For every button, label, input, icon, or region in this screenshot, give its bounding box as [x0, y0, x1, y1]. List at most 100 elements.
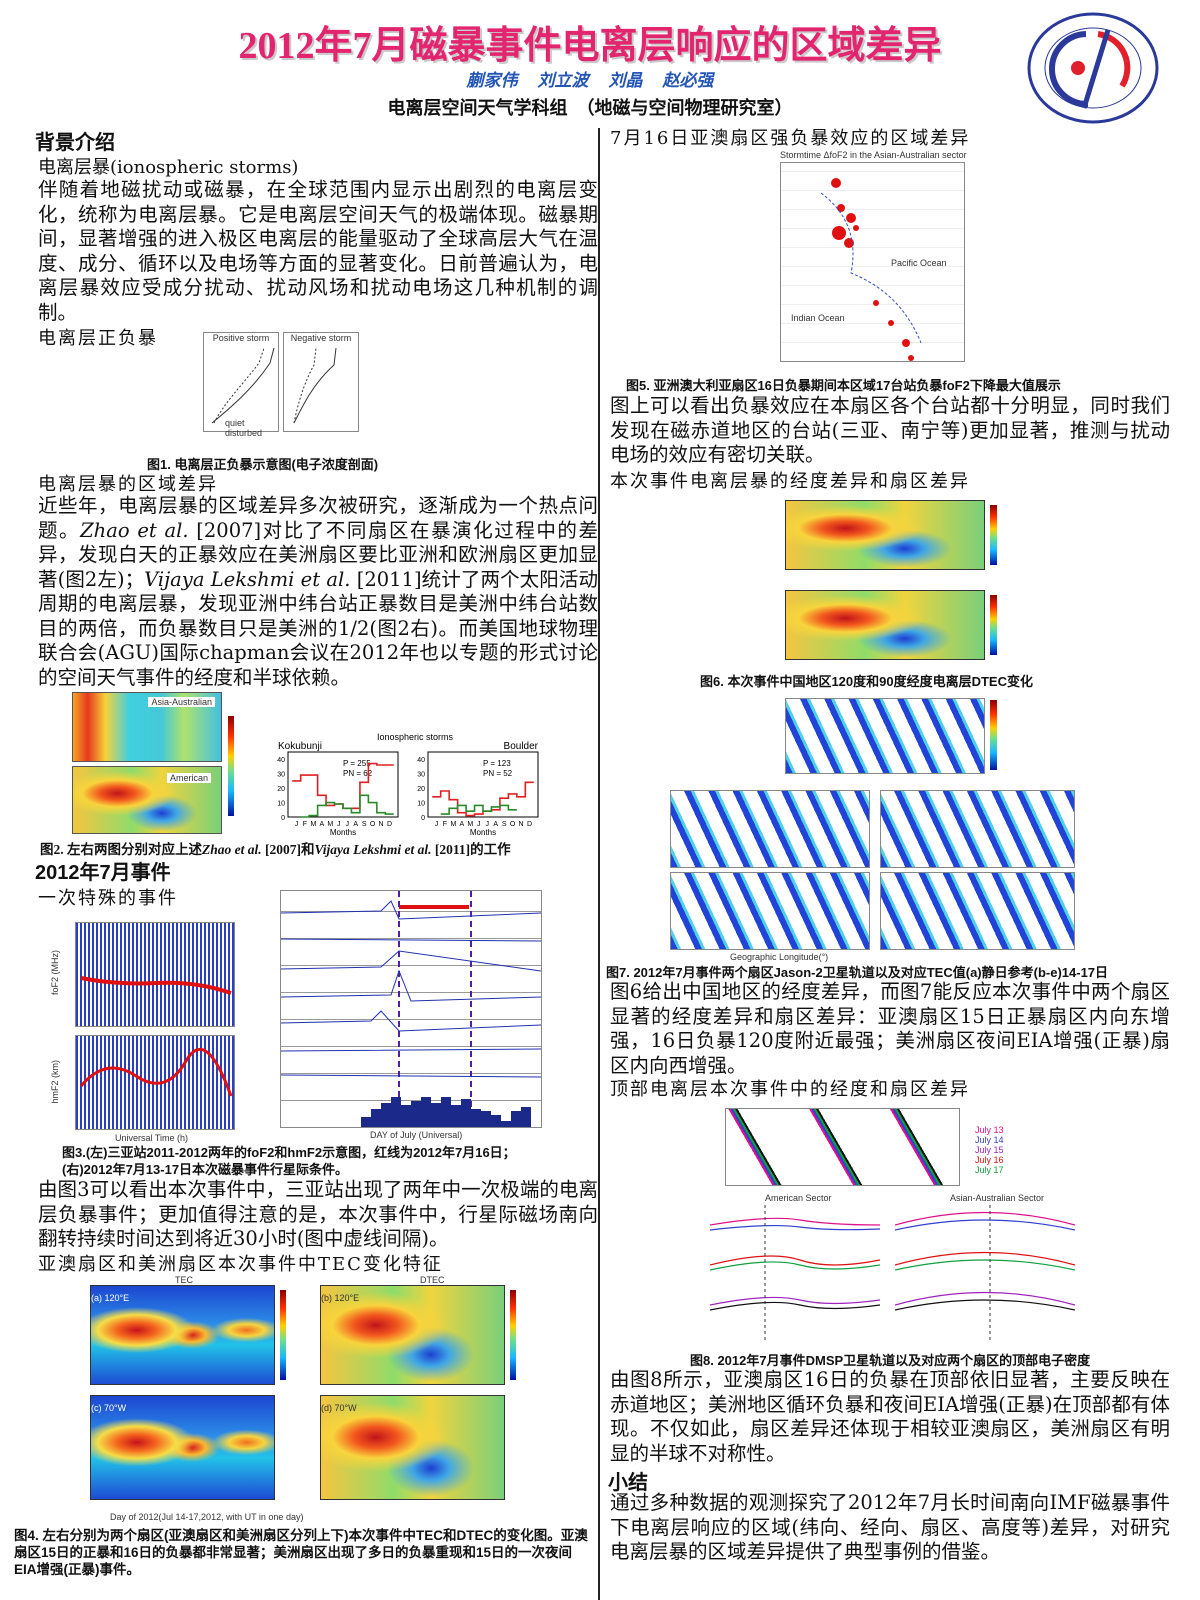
fig4-title-tec: TEC: [175, 1275, 193, 1285]
x-tick-label: A: [460, 821, 465, 828]
section-title-background: 背景介绍: [35, 132, 115, 154]
text: Vijaya Lekshmi et al.: [314, 842, 432, 857]
y-tick-label: 20: [277, 786, 285, 793]
x-tick-label: A: [493, 821, 498, 828]
interplanetary-conditions-plot: [280, 890, 542, 1129]
panel-label-c: (c) 70°W: [91, 1403, 127, 1413]
x-tick-label: S: [502, 821, 507, 828]
colorbar-fig6a: [990, 505, 997, 565]
paragraph-background: 伴随着地磁扰动或磁暴，在全球范围内显示出剧烈的电离层变化，统称为电离层暴。它是电…: [38, 178, 598, 324]
x-tick-label: N: [379, 821, 384, 828]
y-tick-label: 10: [277, 801, 285, 808]
text: [2007]对比了不同扇区在暴演化过程中的差异，发现白天的正暴效应在美洲扇区要比…: [38, 518, 598, 591]
jason2-quiet-panel: [785, 698, 985, 774]
negative-storm-label: Negative storm: [290, 333, 352, 343]
tec-panel-a: (a) 120°E: [90, 1285, 275, 1385]
column-divider: [598, 128, 600, 1600]
x-axis-label: Months: [470, 828, 496, 837]
subheading-positive-negative: 电离层正负暴: [38, 328, 158, 349]
colorbar: [228, 716, 234, 816]
authors: 蒯家伟 刘立波 刘晶 赵必强: [466, 71, 714, 91]
legend-july16: July 16: [975, 1155, 1004, 1165]
panel-label-d: (d) 70°W: [321, 1403, 357, 1413]
colorbar-fig6b: [990, 595, 997, 655]
citation-zhao: Zhao et al.: [80, 518, 189, 542]
paragraph-summary: 通过多种数据的观测探究了2012年7月长时间南向IMF磁暴事件下电离层响应的区域…: [610, 1491, 1170, 1563]
y-tick-label: 40: [277, 757, 285, 764]
x-tick-label: A: [320, 821, 325, 828]
dtec-120e-panel: [785, 500, 985, 570]
fig5-title: Stormtime ΔfoF2 in the Asian-Australian …: [780, 150, 967, 160]
x-tick-label: M: [450, 821, 456, 828]
x-tick-label: O: [370, 821, 376, 828]
positive-storm-label: Positive storm: [212, 333, 270, 343]
subheading-regional-difference: 电离层暴的区域差异: [38, 474, 218, 495]
x-tick-label: A: [353, 821, 358, 828]
chart-title: Ionospheric storms: [377, 732, 454, 742]
x-tick-label: J: [345, 821, 349, 828]
x-axis-label: Months: [330, 828, 356, 837]
annotation-p: P = 123: [483, 759, 511, 768]
hmf2-plot: [75, 1035, 235, 1130]
y-tick-label: 0: [281, 815, 285, 822]
colorbar-dtec: [510, 1290, 516, 1380]
text: [2011]统计了两个太阳活动周期的电离层暴，发现亚洲中纬台站正暴数目是美洲中纬…: [38, 567, 599, 689]
x-tick-label: S: [362, 821, 367, 828]
panel-label-american: American: [166, 773, 211, 783]
legend-july17: July 17: [975, 1165, 1004, 1175]
series-line: [432, 781, 534, 817]
figure-4-caption: 图4. 左右分别为两个扇区(亚澳扇区和美洲扇区分列上下)本次事件中TEC和DTE…: [14, 1528, 588, 1577]
x-tick-label: J: [485, 821, 489, 828]
x-tick-label: M: [327, 821, 333, 828]
fig8-legend: July 13 July 14 July 15 July 16 July 17: [975, 1125, 1004, 1175]
fig7-xlabel: Geographic Longitude(°): [730, 952, 829, 962]
panel-frame: [427, 751, 539, 818]
citation-vijaya: Vijaya Lekshmi et al.: [144, 567, 351, 591]
poster-title: 2012年7月磁暴事件电离层响应的区域差异: [238, 25, 942, 67]
text: 图2. 左右两图分别对应上述: [40, 842, 202, 857]
y-tick-label: 30: [417, 772, 425, 779]
y-tick-label: 20: [417, 786, 425, 793]
figure-8-caption: 图8. 2012年7月事件DMSP卫星轨道以及对应两个扇区的顶部电子密度: [690, 1353, 1091, 1368]
y-tick-label: 30: [277, 772, 285, 779]
y-tick-label: 0: [421, 815, 425, 822]
figure-6-caption: 图6. 本次事件中国地区120度和90度经度电离层DTEC变化: [700, 674, 1033, 689]
topside-density-american: [710, 1205, 880, 1340]
legend-quiet: quiet: [225, 418, 245, 428]
colorbar-fig7: [990, 700, 997, 770]
x-tick-label: F: [303, 821, 307, 828]
negative-storm-panel: Negative storm: [283, 332, 359, 432]
subheading-topside: 顶部电离层本次事件中的经度和扇区差异: [610, 1079, 970, 1100]
paragraph-figure-5: 图上可以看出负暴效应在本扇区各个台站都十分明显，同时我们发现在磁赤道地区的台站(…: [610, 394, 1170, 466]
affiliation: 电离层空间天气学科组 （地磁与空间物理研究室）: [387, 98, 793, 118]
paragraph-figure-7: 图6给出中国地区的经度差异，而图7能反应本次事件中两个扇区显著的经度差异和扇区差…: [610, 980, 1170, 1077]
x-tick-label: J: [295, 821, 299, 828]
colorbar-tec: [280, 1290, 286, 1380]
dtec-90e-panel: [785, 590, 985, 660]
y-tick-label: 10: [417, 801, 425, 808]
topside-density-asian: [895, 1205, 1075, 1340]
figure-5-caption: 图5. 亚洲澳大利亚扇区16日负暴期间本区域17台站负暴foF2下降最大值展示: [626, 378, 1061, 393]
annotation-pn: PN = 62: [343, 769, 373, 778]
panel-label-american-sector: American Sector: [765, 1193, 832, 1203]
subheading-tec-features: 亚澳扇区和美洲扇区本次事件中TEC变化特征: [38, 1254, 443, 1275]
x-tick-label: J: [477, 821, 481, 828]
panel-label-asia-australian: Asia-Australian: [148, 697, 215, 707]
y-tick-label: 40: [417, 757, 425, 764]
fig4-xlabel: Day of 2012(Jul 14-17,2012, with UT in o…: [110, 1512, 304, 1522]
panel-label-b: (b) 120°E: [321, 1293, 360, 1303]
paragraph-regional-difference: 近些年，电离层暴的区域差异多次被研究，逐渐成为一个热点问题。Zhao et al…: [38, 494, 598, 690]
subheading-ionospheric-storms: 电离层暴(ionospheric storms): [38, 157, 299, 178]
institute-logo: [1027, 12, 1159, 124]
figure-2-caption: 图2. 左右两图分别对应上述Zhao et al. [2007]和Vijaya …: [40, 838, 511, 858]
annotation-pn: PN = 52: [483, 769, 513, 778]
station-map: Pacific Ocean Indian Ocean: [780, 162, 965, 362]
label-pacific-ocean: Pacific Ocean: [891, 258, 947, 268]
series-line: [440, 804, 517, 815]
xlabel-ut: Universal Time (h): [115, 1133, 189, 1143]
x-tick-label: M: [310, 821, 316, 828]
annotation-p: P = 255: [343, 759, 371, 768]
dtec-panel-d: (d) 70°W: [320, 1395, 505, 1500]
paragraph-figure-3: 由图3可以看出本次事件中，三亚站出现了两年中一次极端的电离层负暴事件；更加值得注…: [38, 1178, 598, 1250]
